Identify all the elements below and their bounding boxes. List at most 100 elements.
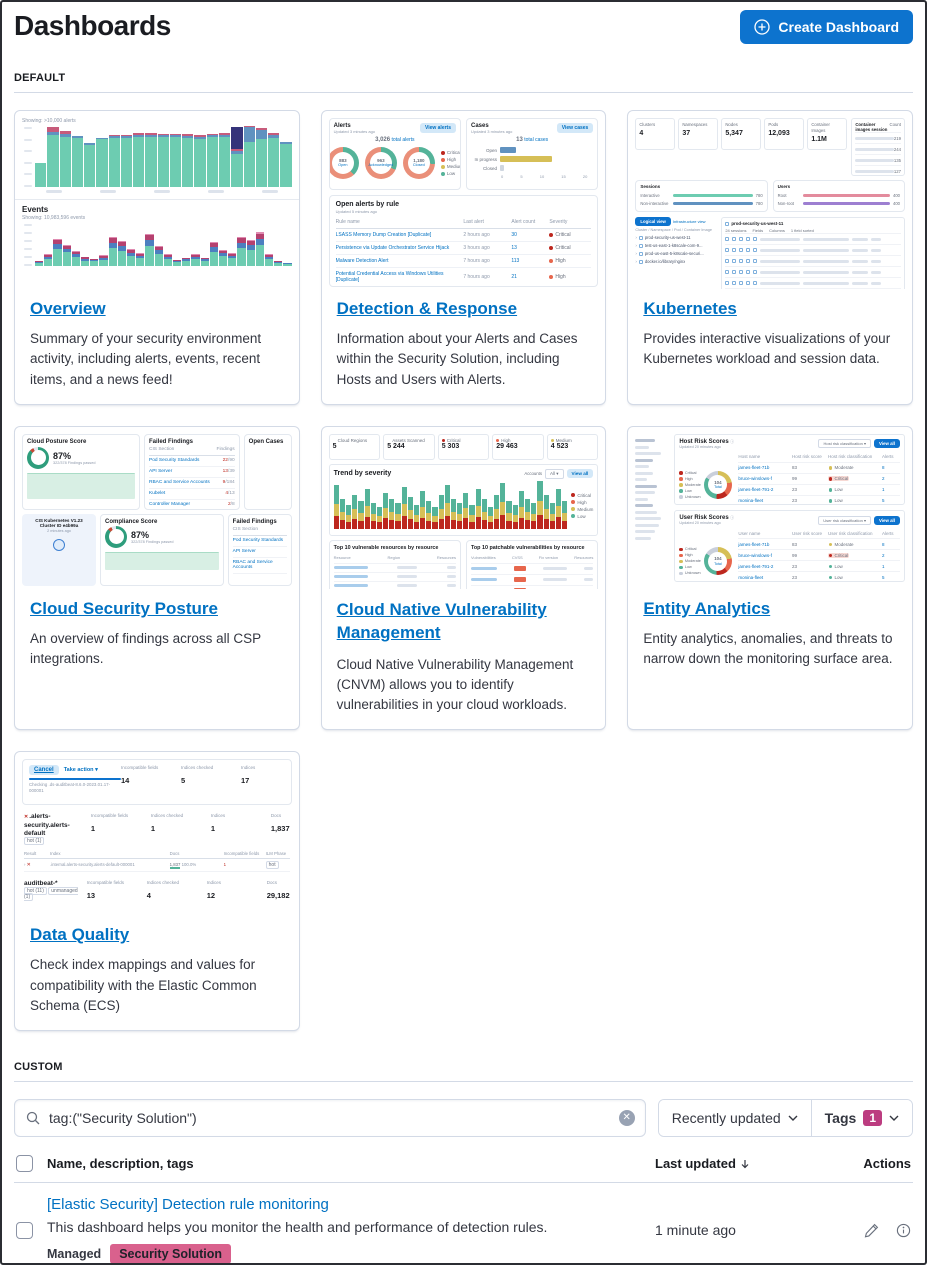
session-table-panel: prod-security-us-west-11 24 sessions Fiel…: [721, 217, 905, 289]
card-overview-description: Summary of your security environment act…: [30, 331, 262, 387]
card-cloud-security-posture[interactable]: Cloud Posture Score 87% 322/378 Findings …: [14, 425, 300, 731]
card-data-quality-link[interactable]: Data Quality: [30, 925, 130, 945]
page-header: Dashboards Create Dashboard: [14, 2, 913, 44]
open-alerts-rows: LSASS Memory Dump Creation [Duplicate] 2…: [335, 229, 592, 286]
sort-select-label: Recently updated: [671, 1110, 781, 1127]
shield-icon: [53, 538, 65, 551]
search-input[interactable]: [49, 1110, 611, 1127]
card-cnvm[interactable]: Cloud Regions 5 Assets Scanned 5 244 Critica…: [320, 425, 607, 731]
divider: [14, 92, 913, 93]
checking-status: Checking .ds-auditbeat-8.6.0-2023.01.17-…: [29, 782, 111, 794]
view-alerts-button: View alerts: [419, 123, 456, 133]
card-entity-link[interactable]: Entity Analytics: [643, 598, 771, 618]
events-histogram: [35, 224, 292, 266]
plus-circle-icon: [754, 19, 771, 35]
cases-panel: Cases Updated 3 minutes ago View cases 1…: [466, 118, 599, 190]
host-risk-classification-select: Host risk classification ▾: [818, 439, 871, 449]
users-panel: Users Root 400 Non-root 400: [772, 180, 905, 212]
card-entity-description: Entity analytics, anomalies, and threats…: [643, 630, 893, 666]
table-header: Name, description, tags Last updated Act…: [14, 1143, 913, 1184]
infrastructure-view-link: Infrastructure view: [672, 219, 706, 224]
create-dashboard-label: Create Dashboard: [778, 19, 899, 35]
card-data-quality[interactable]: Cancel Take action ▾ Checking .ds-auditb…: [14, 751, 300, 1032]
row-checkbox[interactable]: [16, 1221, 33, 1239]
y-axis-skeleton: [22, 127, 32, 187]
top-patchable-vulnerabilities-panel: Top 10 patchable vulnerabilities by reso…: [466, 539, 599, 589]
top-vulnerable-resources-panel: Top 10 vulnerable resources by resource …: [328, 539, 461, 589]
column-last-updated-header[interactable]: Last updated: [655, 1156, 825, 1171]
alerts-histogram: [35, 126, 292, 187]
select-all-checkbox[interactable]: [16, 1155, 33, 1173]
info-button[interactable]: [896, 1223, 911, 1238]
alerts-note: Showing: >10,000 alerts: [22, 118, 76, 124]
page-title: Dashboards: [14, 10, 171, 41]
alerts-index-section: ✕.alerts-security.alerts-default hot (1)…: [24, 813, 290, 845]
open-alert-row: Persistence via Update Orchestrator Serv…: [335, 242, 592, 255]
dashboard-row-link[interactable]: [Elastic Security] Detection rule monito…: [47, 1196, 329, 1214]
user-risk-scores-panel: User Risk Scores ⓘ Updated 20 minutes ag…: [674, 510, 905, 582]
cases-updated: Updated 3 minutes ago: [471, 129, 513, 134]
host-risk-donut: 104 Total: [703, 470, 732, 499]
accounts-select: All ▾: [545, 468, 564, 479]
card-kubernetes[interactable]: Clusters 4 Namespaces 37 Nodes 5,347 Pods 12,09…: [627, 110, 913, 405]
card-entity-analytics[interactable]: Host Risk Scores ⓘ Updated 20 minutes ag…: [627, 425, 913, 731]
compliance-score-donut: [105, 525, 127, 548]
container-images-panel: Container images session Count 219 244 135 1…: [851, 118, 905, 176]
edit-button[interactable]: [864, 1223, 879, 1238]
total-cases-label: total cases: [524, 137, 549, 143]
security-solution-tag[interactable]: Security Solution: [110, 1244, 231, 1263]
take-action-dropdown: Take action ▾: [63, 767, 98, 774]
dashboard-search[interactable]: ✕: [14, 1099, 646, 1138]
cancel-button: Cancel: [29, 765, 59, 776]
card-overview-link[interactable]: Overview: [30, 299, 106, 318]
card-detection-response[interactable]: Alerts Updated 3 minutes ago View alerts…: [320, 110, 607, 405]
open-alerts-updated: Updated 5 minutes ago: [335, 209, 378, 214]
card-overview[interactable]: Showing: >10,000 alerts Events Showing: …: [14, 110, 300, 405]
card-csp-link[interactable]: Cloud Security Posture: [30, 598, 218, 618]
card-cnvm-link[interactable]: Cloud Native Vulnerability Management: [336, 599, 547, 642]
logical-view-tree: Logical view Infrastructure view Cluster …: [635, 217, 717, 289]
sort-select[interactable]: Recently updated: [658, 1100, 811, 1137]
posture-trend-area: [27, 472, 135, 499]
default-cards-row-1: Showing: >10,000 alerts Events Showing: …: [14, 110, 913, 405]
dashboard-table-row: [Elastic Security] Detection rule monito…: [14, 1183, 913, 1263]
card-detection-description: Information about your Alerts and Cases …: [336, 331, 578, 387]
cases-panel-title: Cases: [471, 123, 489, 129]
clear-search-button[interactable]: ✕: [618, 1110, 635, 1127]
alerts-panel: Alerts Updated 3 minutes ago View alerts…: [328, 118, 461, 190]
detection-thumbnail: Alerts Updated 3 minutes ago View alerts…: [322, 111, 606, 289]
security-nav-skeleton: [635, 434, 669, 582]
host-view-all-button: View all: [873, 439, 900, 449]
create-dashboard-button[interactable]: Create Dashboard: [740, 10, 913, 44]
total-alerts-value: 3,026: [375, 137, 391, 143]
dq-check-panel: Cancel Take action ▾ Checking .ds-auditb…: [22, 759, 292, 806]
open-alerts-by-rule-panel: Open alerts by rule Updated 5 minutes ag…: [328, 195, 599, 287]
data-quality-thumbnail: Cancel Take action ▾ Checking .ds-auditb…: [15, 752, 299, 915]
posture-score-donut: [27, 446, 49, 469]
csp-thumbnail: Cloud Posture Score 87% 322/378 Findings …: [15, 427, 299, 589]
card-kubernetes-description: Provides interactive visualizations of y…: [643, 331, 891, 367]
closed-alerts-donut: 1,180 Closed: [402, 147, 435, 179]
events-note: Showing: 10,983,596 events: [22, 215, 86, 221]
cnvm-stats: Cloud Regions 5 Assets Scanned 5 244 Critica…: [328, 433, 599, 460]
alerts-index-table: Result Index Docs Incompatible fields ILM Ph…: [22, 849, 292, 872]
section-label-custom: CUSTOM: [14, 1061, 63, 1074]
events-title: Events: [22, 205, 49, 214]
card-detection-link[interactable]: Detection & Response: [336, 299, 518, 318]
acknowledged-alerts-donut: 963 Acknowledged: [364, 147, 397, 179]
severity-trend-chart: [333, 480, 568, 529]
tags-filter[interactable]: Tags 1: [810, 1100, 912, 1137]
card-kubernetes-link[interactable]: Kubernetes: [643, 299, 737, 318]
divider: [14, 1081, 913, 1083]
custom-toolbar: ✕ Recently updated Tags 1: [14, 1099, 913, 1138]
column-name-header[interactable]: Name, description, tags: [47, 1156, 194, 1172]
open-alert-row: Potential Credential Access via Windows …: [336, 268, 592, 286]
failed-findings-panel: Failed Findings CIS Section Findings Pod …: [144, 433, 240, 510]
last-updated-value: 1 minute ago: [655, 1222, 736, 1239]
cloud-posture-score-panel: Cloud Posture Score 87% 322/378 Findings …: [22, 433, 140, 510]
section-label-default: DEFAULT: [14, 72, 66, 84]
view-cases-button: View cases: [556, 123, 594, 133]
alerts-updated: Updated 3 minutes ago: [333, 129, 376, 134]
